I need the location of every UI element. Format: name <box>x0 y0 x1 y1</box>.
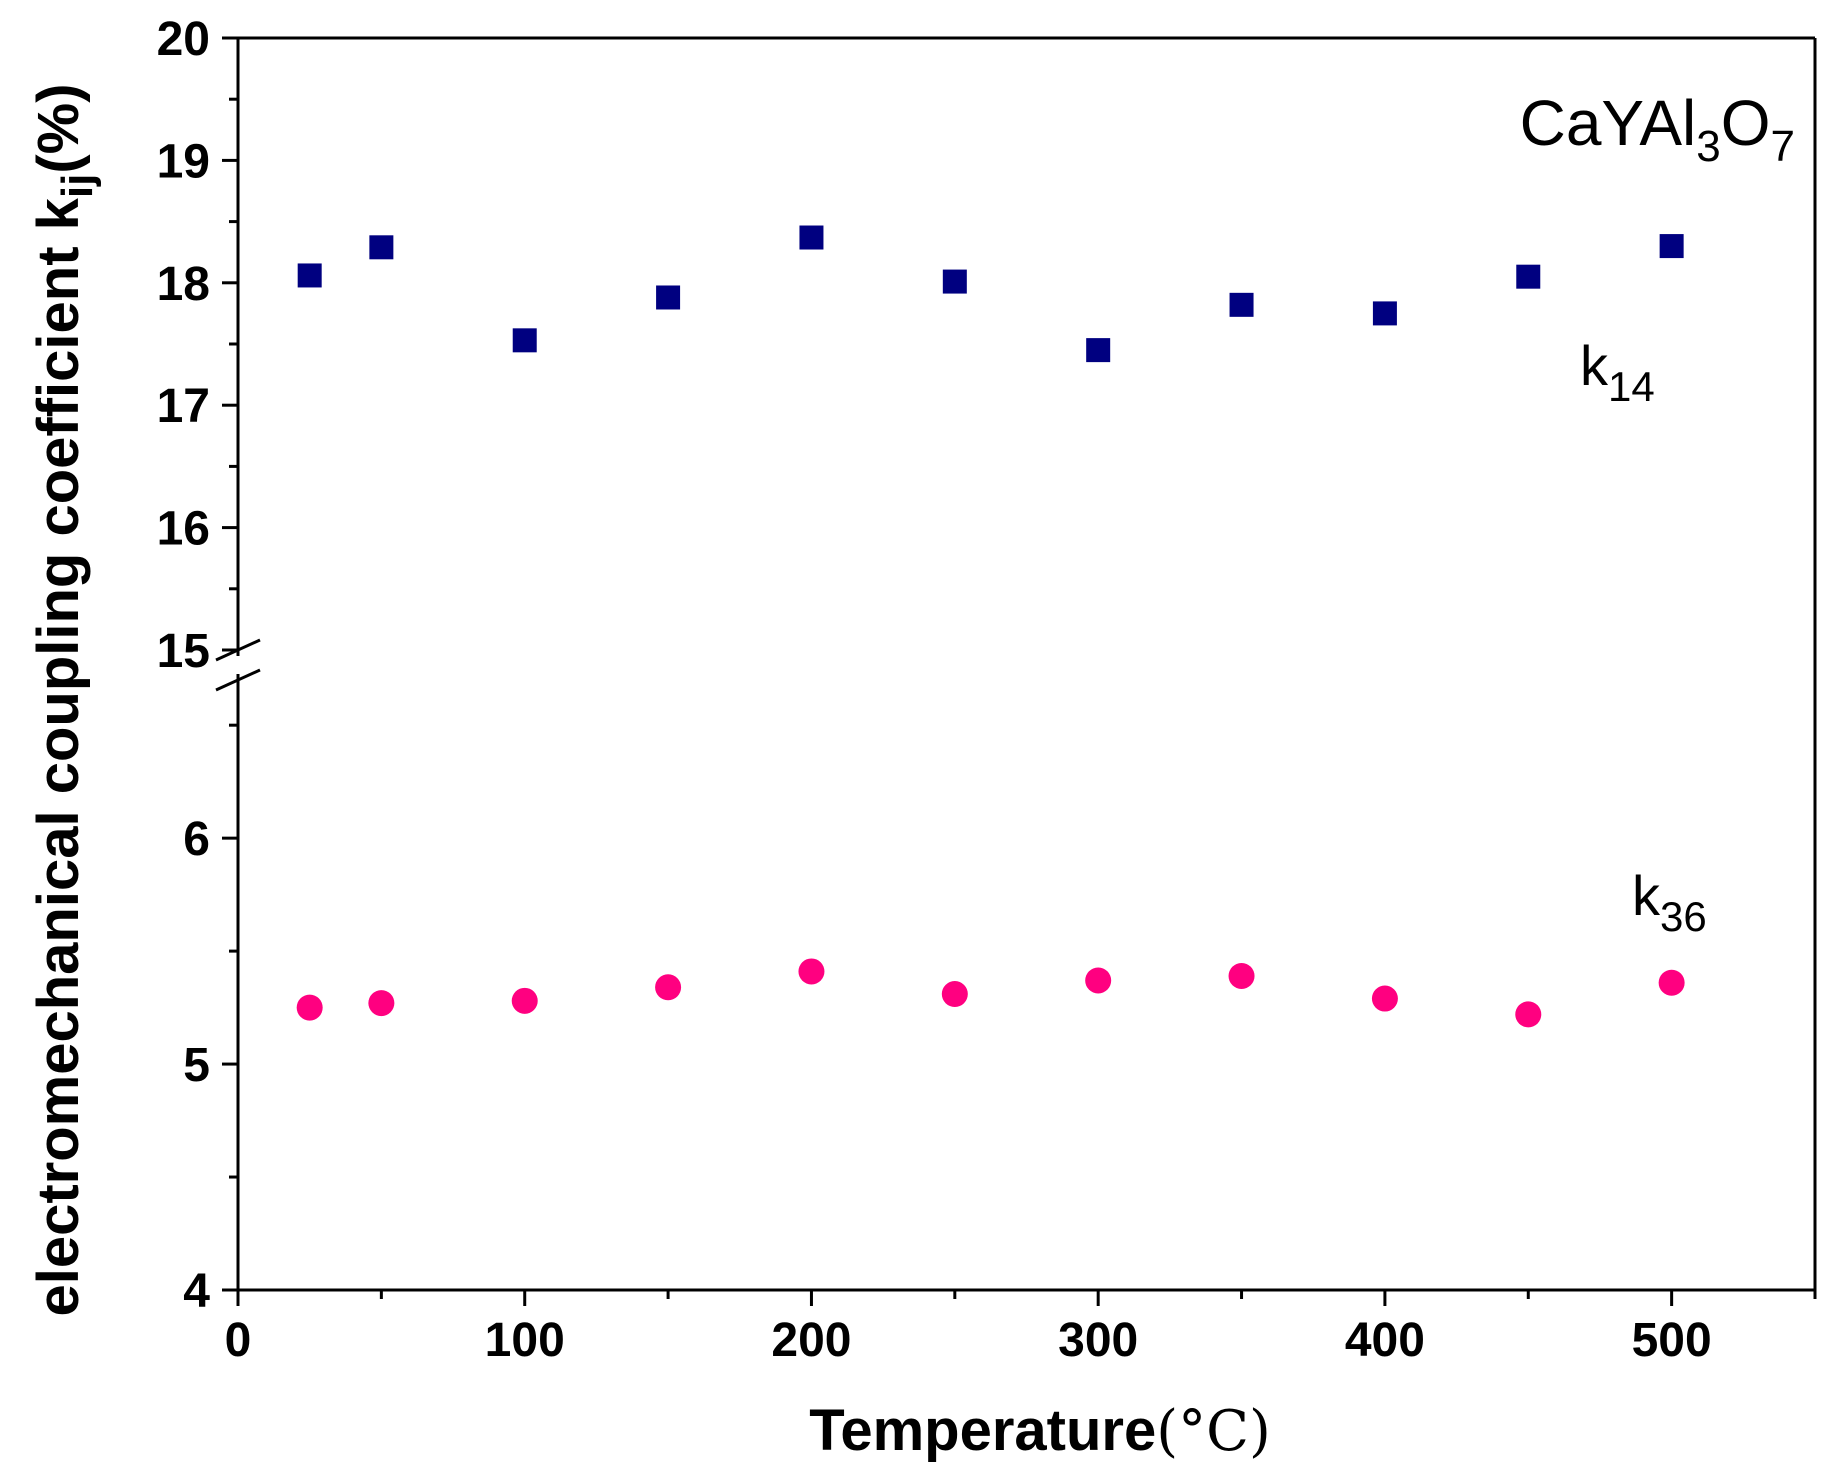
x-tick-label: 500 <box>1632 1314 1712 1367</box>
data-point-k14 <box>1516 264 1541 289</box>
data-point-k14 <box>297 263 322 288</box>
x-axis-title: Temperature(°C) <box>809 1398 1271 1464</box>
data-point-k14 <box>1229 292 1254 317</box>
y-axis-title: electromechanical coupling coefficient k… <box>26 83 102 1316</box>
data-point-k14 <box>799 225 824 250</box>
data-point-k36 <box>368 990 395 1017</box>
data-point-k36 <box>1228 962 1255 989</box>
data-point-k14 <box>1659 234 1684 259</box>
axes <box>215 36 1817 1292</box>
data-point-k36 <box>1371 985 1398 1012</box>
axis-break-mark-lower <box>215 668 261 692</box>
y-tick-label: 15 <box>157 625 210 678</box>
x-tick-label: 300 <box>1058 1314 1138 1367</box>
ticks: 0 100 200 300 400 500 4 5 6 15 16 17 18 19 20 <box>157 13 1817 1367</box>
data-point-k14 <box>1372 301 1397 326</box>
y-tick-label: 16 <box>157 503 210 556</box>
data-point-k36 <box>1085 967 1112 994</box>
data-point-k14 <box>369 235 394 260</box>
data-points <box>296 225 1685 1028</box>
y-tick-label: 17 <box>157 380 210 433</box>
data-point-k14 <box>656 285 681 310</box>
y-tick-label: 5 <box>183 1039 210 1092</box>
y-tick-label: 6 <box>183 813 210 866</box>
y-tick-label: 19 <box>157 135 210 188</box>
compound-annotation: CaYAl3O7 <box>1520 87 1795 171</box>
x-tick-label: 100 <box>485 1314 565 1367</box>
series-label-k36: k36 <box>1632 864 1707 940</box>
data-point-k14 <box>512 328 537 353</box>
data-point-k14 <box>1086 338 1111 363</box>
y-tick-label: 4 <box>183 1265 210 1318</box>
data-point-k36 <box>296 994 323 1021</box>
data-point-k36 <box>798 958 825 985</box>
data-point-k14 <box>942 269 967 294</box>
series-label-k14: k14 <box>1580 334 1655 410</box>
data-point-k36 <box>1658 969 1685 996</box>
data-point-k36 <box>511 987 538 1014</box>
data-point-k36 <box>655 974 682 1001</box>
x-tick-label: 200 <box>771 1314 851 1367</box>
y-tick-label: 20 <box>157 13 210 66</box>
data-point-k36 <box>941 981 968 1008</box>
y-tick-label: 18 <box>157 258 210 311</box>
data-point-k36 <box>1515 1001 1542 1028</box>
x-tick-label: 400 <box>1345 1314 1425 1367</box>
x-tick-label: 0 <box>225 1314 252 1367</box>
